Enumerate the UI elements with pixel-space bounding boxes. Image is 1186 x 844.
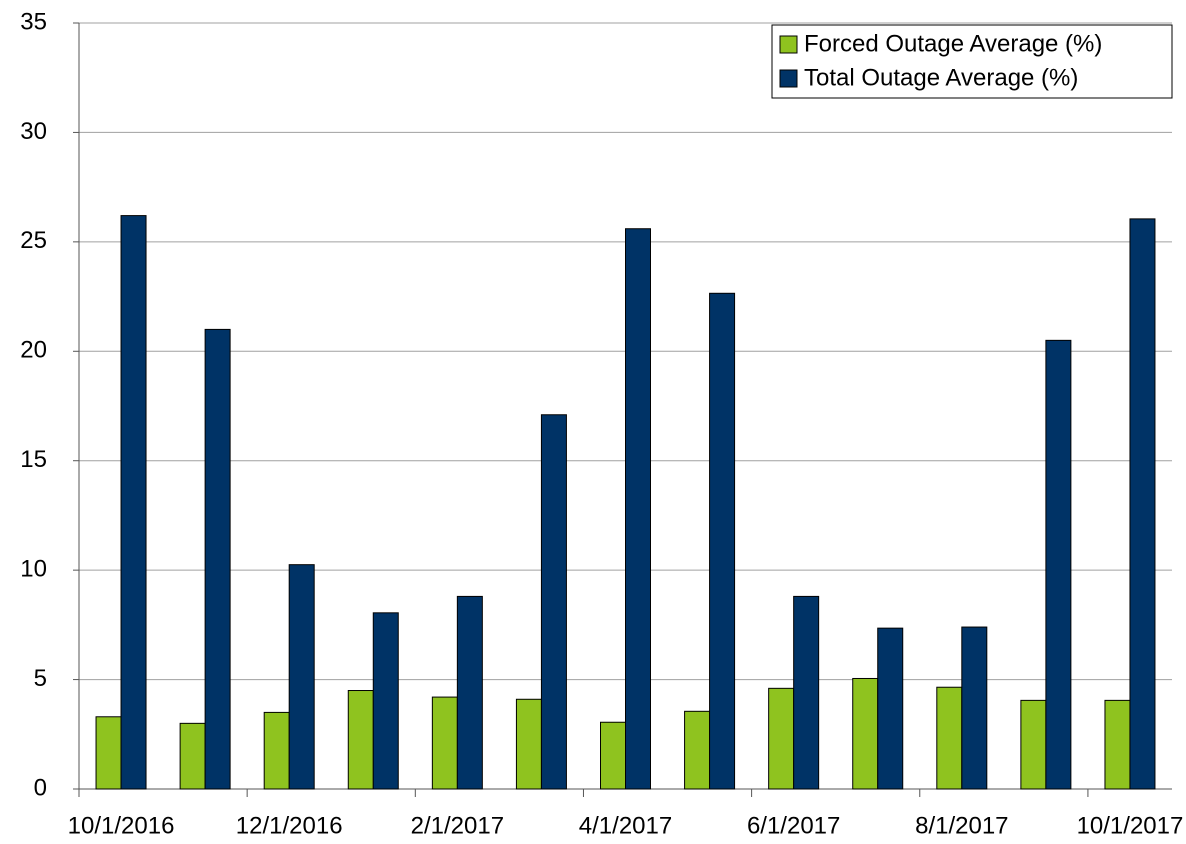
bar (852, 677, 879, 790)
legend-box (771, 24, 1173, 99)
x-tick-label: 10/1/2016 (68, 812, 175, 839)
bar (600, 721, 626, 790)
bar (936, 686, 963, 790)
bar (288, 564, 315, 790)
bar (431, 696, 458, 790)
bar (372, 612, 399, 790)
x-tick-label: 4/1/2017 (579, 812, 672, 839)
x-tick-label: 10/1/2017 (1077, 812, 1184, 839)
x-tick-label: 8/1/2017 (915, 812, 1008, 839)
bar (768, 687, 795, 790)
bar (515, 698, 542, 790)
bar (347, 690, 374, 790)
bar (709, 292, 736, 790)
bar (95, 716, 122, 790)
y-tick-label: 25 (20, 227, 47, 254)
bar (179, 722, 206, 790)
y-tick-label: 20 (20, 337, 47, 364)
y-tick-label: 5 (34, 665, 47, 692)
bar (625, 228, 651, 790)
y-tick-label: 35 (20, 8, 47, 35)
bar (1129, 218, 1156, 790)
legend-label: Total Outage Average (%) (804, 64, 1078, 91)
y-tick-label: 10 (20, 555, 47, 582)
y-tick-label: 30 (20, 118, 47, 145)
legend-label: Forced Outage Average (%) (804, 30, 1102, 57)
bar (877, 627, 904, 790)
bar (684, 710, 711, 790)
x-tick-label: 6/1/2017 (747, 812, 840, 839)
bar (540, 414, 567, 790)
bar (204, 328, 231, 790)
bar (1104, 699, 1131, 790)
bar (1045, 339, 1072, 790)
legend-swatch (779, 35, 798, 54)
bar (456, 595, 483, 790)
legend-swatch (779, 69, 798, 88)
y-tick-label: 15 (20, 446, 47, 473)
bar (961, 626, 988, 790)
bar (793, 595, 820, 790)
x-tick-label: 2/1/2017 (411, 812, 504, 839)
y-tick-label: 0 (34, 774, 47, 801)
bar (263, 711, 290, 790)
x-tick-label: 12/1/2016 (236, 812, 343, 839)
bar (1020, 699, 1047, 790)
bar (120, 215, 147, 790)
